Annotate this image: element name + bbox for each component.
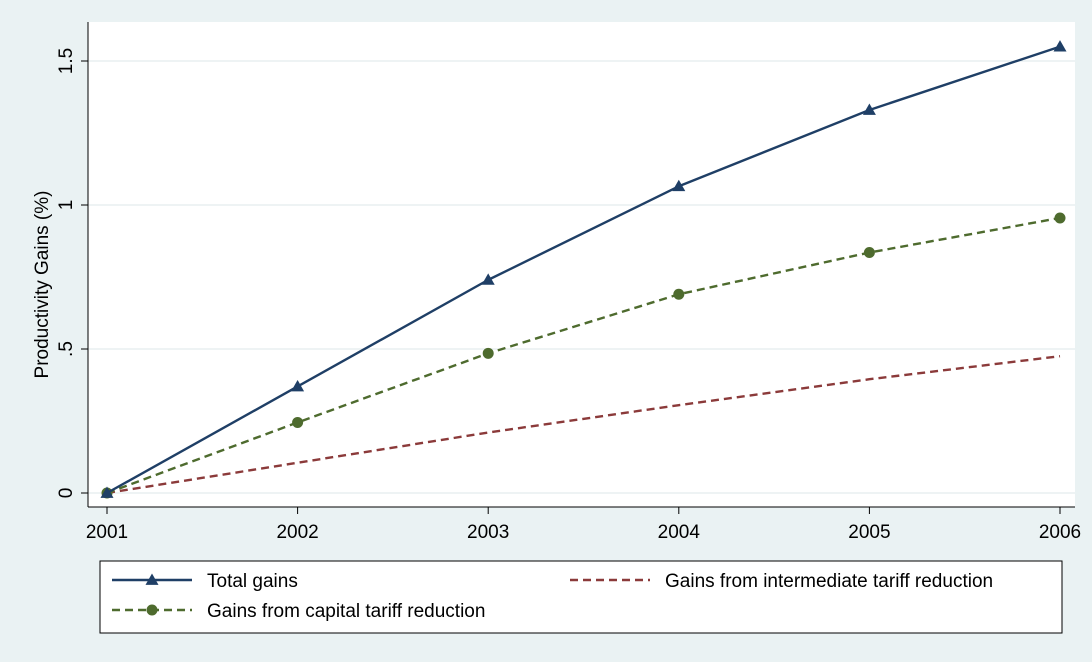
- series-line: [106, 216, 1061, 495]
- data-point: [481, 273, 495, 285]
- legend-item: Gains from capital tariff reduction: [112, 601, 485, 622]
- series-line: [106, 45, 1061, 495]
- series-total-gains: [100, 40, 1067, 498]
- x-tick-label: 2002: [276, 522, 318, 543]
- legend-label: Gains from capital tariff reduction: [207, 601, 485, 622]
- data-point: [100, 486, 114, 498]
- data-point: [482, 347, 494, 359]
- y-tick-label: 1: [56, 200, 77, 211]
- y-tick-label: 1.5: [56, 48, 77, 74]
- legend-box: [99, 560, 1063, 634]
- data-point: [291, 379, 305, 392]
- legend-label: Total gains: [207, 571, 298, 592]
- data-point: [1053, 40, 1067, 52]
- x-tick-label: 2006: [1039, 522, 1081, 543]
- data-point: [862, 103, 876, 115]
- series-layer: [100, 40, 1067, 499]
- grid-layer: [88, 60, 1075, 494]
- legend-item: Gains from intermediate tariff reduction: [570, 571, 993, 592]
- legend-label: Gains from intermediate tariff reduction: [665, 571, 993, 592]
- x-tick-label: 2005: [848, 522, 890, 543]
- data-point: [863, 247, 875, 259]
- legend-marker: [145, 573, 159, 585]
- legend-marker: [146, 604, 158, 616]
- data-point: [672, 179, 686, 192]
- x-tick-label: 2001: [86, 522, 128, 543]
- data-point: [292, 416, 304, 428]
- plot-area: [88, 22, 1075, 507]
- data-point: [673, 288, 685, 300]
- series-gains-from-capital-tariff-reduction: [101, 212, 1066, 499]
- series-line: [106, 355, 1061, 495]
- x-tick-label: 2004: [658, 522, 701, 543]
- data-point: [1054, 212, 1066, 224]
- x-tick-label: 2003: [467, 522, 509, 543]
- axis-layer: 0 .5 1 1.5 2001 2002 2003 2004 2005 2006: [56, 22, 1081, 543]
- series-gains-from-intermediate-tariff-reduction: [106, 355, 1061, 495]
- legend: Total gains Gains from intermediate tarif…: [99, 560, 1063, 634]
- y-axis-label: Productivity Gains (%): [32, 191, 53, 379]
- y-tick-label: .5: [56, 341, 77, 357]
- legend-item: Total gains: [112, 571, 298, 592]
- y-tick-label: 0: [56, 488, 77, 499]
